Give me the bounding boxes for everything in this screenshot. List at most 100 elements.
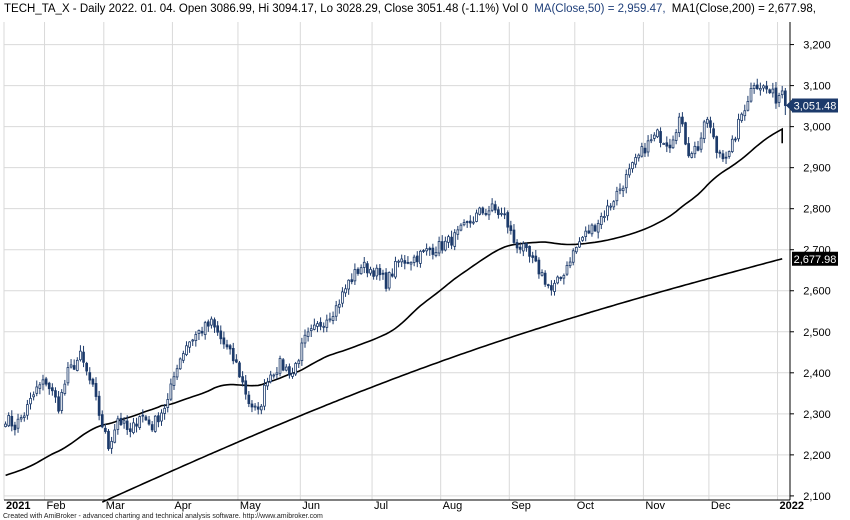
- candle-body: [755, 84, 759, 90]
- candle: [44, 376, 48, 387]
- candle: [29, 392, 32, 410]
- candle-body: [247, 394, 251, 405]
- candle-body: [10, 415, 14, 427]
- candle: [575, 246, 578, 254]
- candle: [774, 81, 778, 109]
- candle: [294, 361, 297, 376]
- candle: [384, 268, 388, 292]
- candle: [484, 208, 488, 217]
- candle-body: [553, 282, 556, 292]
- candle: [550, 280, 553, 296]
- candle-body: [325, 319, 329, 328]
- candle: [275, 367, 279, 380]
- candle-body: [216, 325, 219, 333]
- candle: [157, 412, 160, 428]
- candle: [47, 381, 51, 395]
- candle-body: [206, 321, 210, 327]
- candle: [752, 82, 756, 94]
- candle-body: [107, 430, 110, 450]
- candle-body: [110, 440, 113, 449]
- candle: [696, 140, 700, 152]
- x-tick-label: Dec: [711, 500, 731, 512]
- candle: [746, 95, 750, 112]
- candle-body: [313, 324, 316, 330]
- candle-body: [624, 174, 628, 189]
- candle: [231, 342, 235, 365]
- candle: [534, 249, 538, 263]
- candle: [331, 311, 335, 325]
- candle-body: [752, 85, 756, 89]
- candle-body: [444, 240, 447, 251]
- candle: [518, 242, 522, 254]
- y-tick-label: 2,100: [803, 491, 831, 503]
- candle: [347, 279, 350, 295]
- candle-body: [684, 122, 687, 145]
- candle-body: [44, 378, 48, 385]
- candle-body: [434, 252, 438, 256]
- candle-body: [19, 417, 23, 420]
- candle-body: [665, 142, 669, 147]
- candle-body: [369, 268, 372, 274]
- candle: [390, 268, 394, 278]
- candle-body: [381, 272, 385, 275]
- candle: [178, 357, 182, 370]
- candle-body: [578, 241, 581, 248]
- candle: [425, 243, 428, 256]
- candle-body: [740, 113, 743, 122]
- candle-body: [359, 267, 363, 275]
- candle-body: [437, 241, 441, 254]
- candle-body: [493, 204, 497, 211]
- candle-body: [147, 419, 151, 425]
- candle: [313, 318, 316, 331]
- candle-body: [26, 404, 29, 416]
- candle-body: [565, 265, 569, 275]
- candle: [706, 116, 709, 128]
- x-tick-label: Apr: [174, 500, 191, 512]
- candle-body: [465, 221, 469, 223]
- ma200-line: [101, 258, 783, 503]
- candle: [537, 257, 541, 279]
- candle: [783, 87, 787, 116]
- candle: [91, 377, 95, 387]
- candle: [422, 249, 425, 254]
- candle: [609, 203, 612, 211]
- candle-body: [219, 330, 223, 340]
- candle: [640, 142, 644, 158]
- candle: [693, 141, 697, 159]
- x-tick-label: Feb: [47, 500, 66, 512]
- footer-credit: Created with AmiBroker - advanced charti…: [3, 513, 323, 520]
- candle-body: [699, 137, 703, 150]
- candle-body: [687, 143, 690, 157]
- y-tick-label: 2,900: [803, 163, 831, 175]
- candle: [559, 276, 563, 282]
- candle: [341, 287, 344, 308]
- candle-body: [141, 414, 145, 417]
- candle-body: [4, 423, 7, 427]
- candle: [487, 205, 491, 220]
- candle-body: [659, 131, 662, 143]
- candle: [38, 382, 42, 395]
- candle-body: [225, 344, 229, 348]
- candle-body: [587, 230, 591, 234]
- candle: [32, 391, 35, 401]
- last-close-pointer: [786, 99, 792, 112]
- candle: [553, 279, 556, 296]
- candle: [104, 423, 107, 434]
- candle-body: [122, 420, 126, 424]
- candle-body: [94, 383, 98, 397]
- candle-body: [759, 87, 762, 91]
- candle-body: [419, 250, 422, 264]
- candle-body: [135, 423, 138, 427]
- candle-body: [331, 316, 335, 321]
- candle-body: [543, 272, 547, 285]
- y-tick-label: 3,200: [803, 40, 831, 52]
- candle: [350, 273, 354, 285]
- candle: [462, 219, 466, 227]
- candle-body: [771, 88, 775, 94]
- candle: [256, 402, 260, 415]
- candle-body: [783, 90, 787, 106]
- candle: [643, 142, 647, 158]
- candle: [319, 317, 322, 331]
- chart-title-ma50: MA(Close,50) = 2,959.47,: [534, 3, 665, 15]
- candle-body: [640, 146, 644, 157]
